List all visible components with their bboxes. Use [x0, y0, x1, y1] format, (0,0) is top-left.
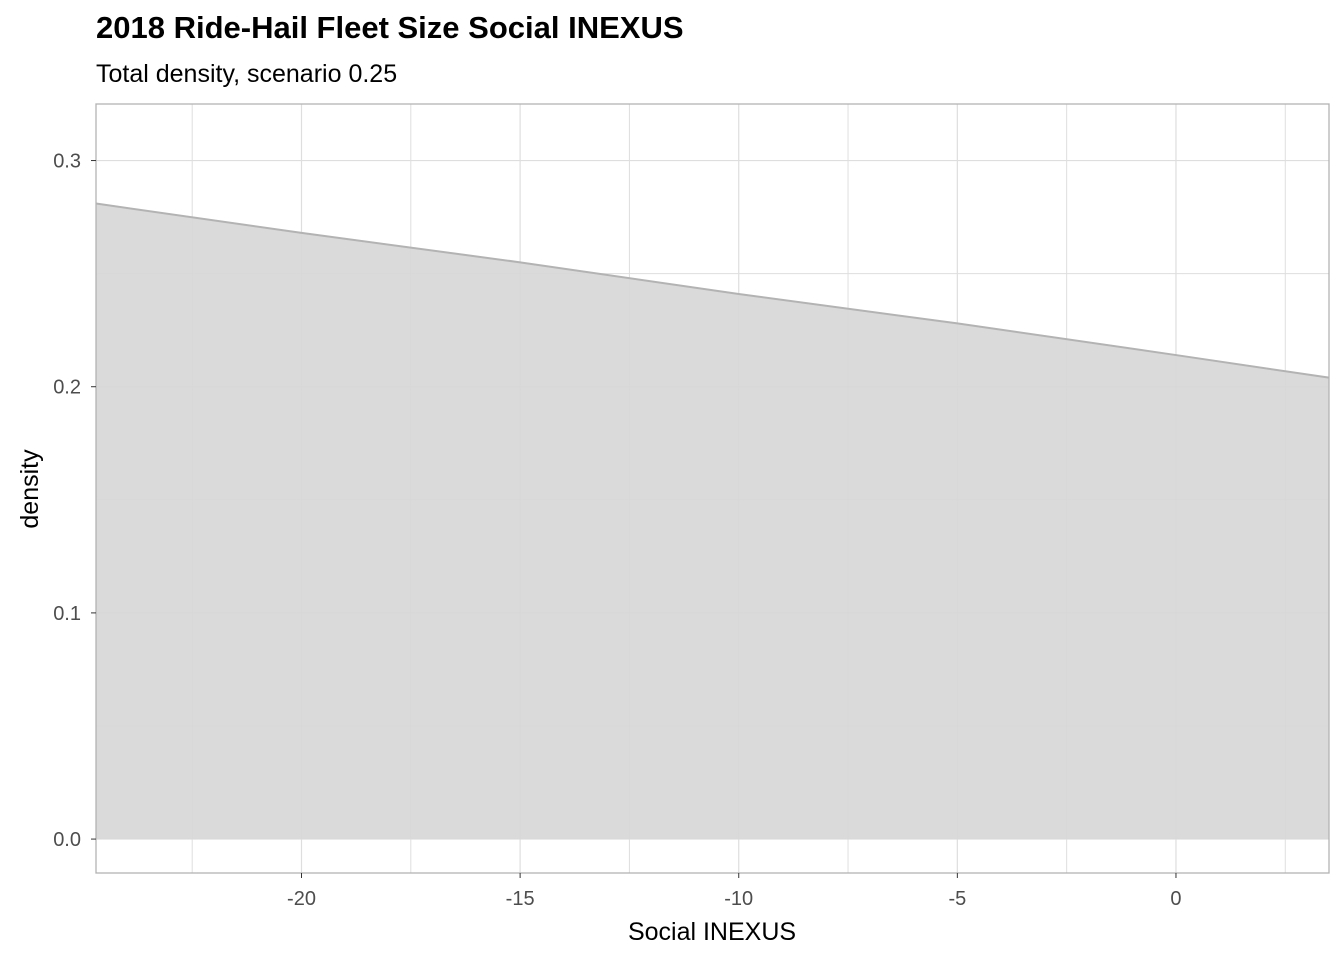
area-layer: [95, 202, 1330, 840]
panel-border: [95, 103, 1330, 874]
x-tick-label: -20: [287, 888, 316, 910]
y-tick-label: 0.2: [53, 377, 81, 399]
chart-subtitle: Total density, scenario 0.25: [96, 60, 398, 88]
y-tick-label: 0.1: [53, 603, 81, 625]
x-axis-title: Social INEXUS: [628, 918, 796, 946]
x-tick-label: 0: [1170, 888, 1181, 910]
x-tick-label: -10: [724, 888, 753, 910]
x-tick-label: -5: [948, 888, 966, 910]
y-axis-title: density: [16, 449, 44, 529]
y-tick-label: 0.0: [53, 829, 81, 851]
tick-layer: -20 -15 -10 -5 0 0.0 0.1 0.2 0.3: [53, 151, 1181, 910]
density-area: [96, 203, 1329, 840]
x-tick-label: -15: [506, 888, 535, 910]
y-tick-label: 0.3: [53, 151, 81, 173]
panel-layer: [95, 103, 1330, 874]
chart-title: 2018 Ride-Hail Fleet Size Social INEXUS: [96, 10, 684, 45]
density-line: [95, 202, 1330, 379]
